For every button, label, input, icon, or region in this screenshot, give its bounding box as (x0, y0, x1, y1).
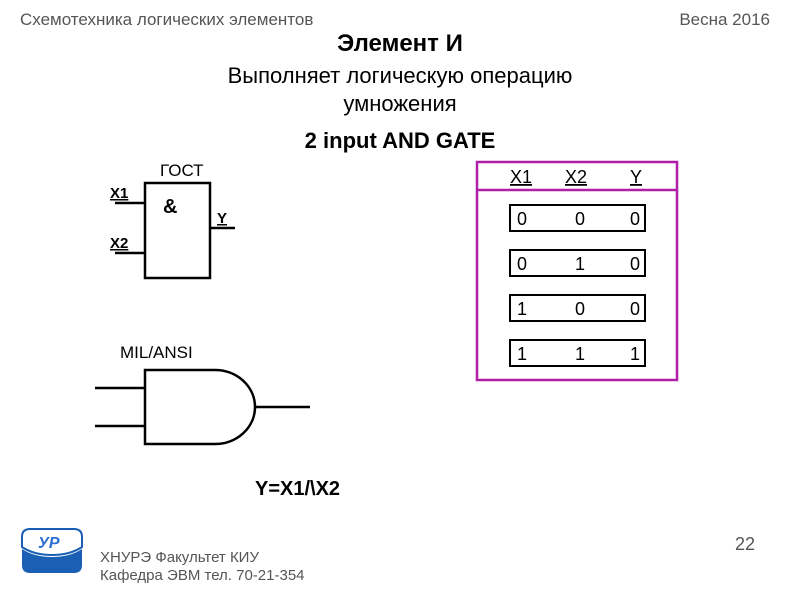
r3c2: 1 (630, 344, 640, 364)
gost-diagram: ГОСТ & X1 X2 Y (105, 158, 275, 303)
milansi-diagram: MIL/ANSI (85, 340, 325, 475)
r0c0: 0 (517, 209, 527, 229)
r2c2: 0 (630, 299, 640, 319)
logo-text: УР (38, 535, 60, 552)
gate-title: 2 input AND GATE (0, 128, 800, 154)
r1c2: 0 (630, 254, 640, 274)
r2c1: 0 (575, 299, 585, 319)
r0c2: 0 (630, 209, 640, 229)
and-gate-shape (145, 370, 255, 444)
header-left-text: Схемотехника логических элементов (20, 10, 313, 30)
truth-table: X1 X2 Y 0 0 0 0 1 0 1 0 0 1 1 1 (475, 160, 685, 390)
r1c0: 0 (517, 254, 527, 274)
milansi-label: MIL/ANSI (120, 343, 193, 362)
gost-symbol: & (163, 196, 177, 218)
footer-line2: Кафедра ЭВМ тел. 70-21-354 (100, 567, 305, 584)
milansi-svg: MIL/ANSI (85, 340, 325, 470)
slide-title: Элемент И (0, 30, 800, 58)
gost-svg: ГОСТ & X1 X2 Y (105, 158, 275, 298)
gost-x2: X2 (110, 235, 128, 252)
gost-x1: X1 (110, 185, 128, 202)
r3c0: 1 (517, 344, 527, 364)
footer-line1: ХНУРЭ Факультет КИУ (100, 549, 259, 566)
th-2: Y (630, 167, 642, 187)
equation: Y=X1/\X2 (255, 478, 340, 501)
slide-subtitle: Выполняет логическую операцию умножения (0, 62, 800, 117)
th-0: X1 (510, 167, 532, 187)
r1c1: 1 (575, 254, 585, 274)
r0c1: 0 (575, 209, 585, 229)
footer-text: ХНУРЭ Факультет КИУ Кафедра ЭВМ тел. 70-… (100, 549, 305, 587)
page-number: 22 (735, 534, 755, 555)
gost-label: ГОСТ (160, 161, 204, 180)
th-1: X2 (565, 167, 587, 187)
subtitle-line2: умножения (343, 91, 456, 116)
truth-table-svg: X1 X2 Y 0 0 0 0 1 0 1 0 0 1 1 1 (475, 160, 685, 385)
r3c1: 1 (575, 344, 585, 364)
gost-y: Y (217, 210, 227, 227)
r2c0: 1 (517, 299, 527, 319)
gost-rect (145, 183, 210, 278)
subtitle-line1: Выполняет логическую операцию (228, 63, 573, 88)
header-right-text: Весна 2016 (679, 10, 770, 30)
logo-svg: УР (20, 527, 84, 577)
org-logo: УР (20, 527, 84, 582)
